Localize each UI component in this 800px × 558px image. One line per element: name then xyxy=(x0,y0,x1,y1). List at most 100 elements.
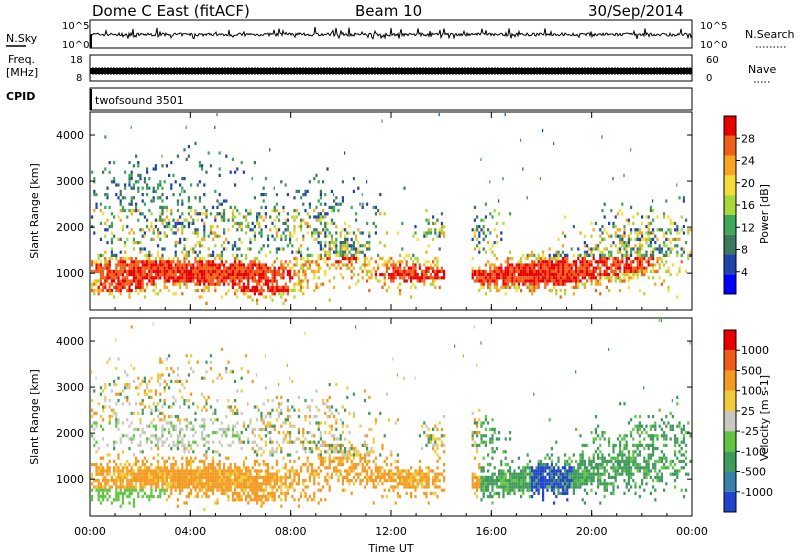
range-gate-cell xyxy=(317,440,320,444)
range-gate-cell xyxy=(423,491,426,495)
range-gate-cell xyxy=(478,241,481,245)
colorbar-swatch xyxy=(724,116,736,136)
range-gate-cell xyxy=(203,221,206,225)
range-gate-cell xyxy=(326,253,329,257)
range-gate-cell xyxy=(671,221,674,225)
range-gate-cell xyxy=(300,244,303,248)
range-gate-cell xyxy=(414,472,417,476)
range-gate-cell xyxy=(590,250,593,254)
range-gate-cell xyxy=(163,418,166,422)
range-gate-cell xyxy=(623,231,626,235)
range-gate-cell xyxy=(198,257,201,261)
range-gate-cell xyxy=(506,276,509,280)
range-gate-cell xyxy=(630,263,633,267)
range-gate-cell xyxy=(590,253,593,257)
range-gate-cell xyxy=(115,193,118,197)
range-gate-cell xyxy=(110,257,113,261)
range-gate-cell xyxy=(682,247,685,251)
range-gate-cell xyxy=(355,237,358,241)
range-gate-cell xyxy=(676,250,679,254)
range-gate-cell xyxy=(260,495,263,499)
range-gate-cell xyxy=(443,415,446,419)
range-gate-cell xyxy=(161,418,164,422)
range-gate-cell xyxy=(322,402,325,406)
range-gate-cell xyxy=(361,263,364,267)
range-gate-cell xyxy=(526,266,529,270)
range-gate-cell xyxy=(108,405,111,409)
range-gate-cell xyxy=(91,282,94,286)
range-gate-cell xyxy=(306,456,309,460)
range-gate-cell xyxy=(236,269,239,273)
range-gate-cell xyxy=(502,285,505,289)
range-gate-cell xyxy=(436,485,439,489)
range-gate-cell xyxy=(489,212,492,216)
range-gate-cell xyxy=(201,431,204,435)
range-gate-cell xyxy=(104,279,107,283)
range-gate-cell xyxy=(194,418,197,422)
range-gate-cell xyxy=(366,273,369,277)
range-gate-cell xyxy=(267,466,270,470)
range-gate-cell xyxy=(201,212,204,216)
range-gate-cell xyxy=(117,466,120,470)
range-gate-cell xyxy=(297,225,300,229)
range-gate-cell xyxy=(366,443,369,447)
range-gate-cell xyxy=(304,193,307,197)
range-gate-cell xyxy=(234,434,237,438)
range-gate-cell xyxy=(476,276,479,280)
range-gate-cell xyxy=(271,479,274,483)
range-gate-cell xyxy=(306,485,309,489)
range-gate-cell xyxy=(577,247,580,251)
range-gate-cell xyxy=(350,263,353,267)
range-gate-cell xyxy=(385,266,388,270)
range-gate-cell xyxy=(168,225,171,229)
range-gate-cell xyxy=(368,247,371,251)
range-gate-cell xyxy=(317,475,320,479)
range-gate-cell xyxy=(135,459,138,463)
range-gate-cell xyxy=(176,447,179,451)
range-gate-cell xyxy=(438,247,441,251)
range-gate-cell xyxy=(280,263,283,267)
range-gate-cell xyxy=(634,269,637,273)
beam-title: Beam 10 xyxy=(355,2,422,20)
range-gate-cell xyxy=(383,479,386,483)
range-gate-cell xyxy=(187,221,190,225)
range-gate-cell xyxy=(289,424,292,428)
range-gate-cell xyxy=(264,193,267,197)
range-gate-cell xyxy=(229,466,232,470)
range-gate-cell xyxy=(667,289,670,293)
range-gate-cell xyxy=(520,289,523,293)
range-gate-cell xyxy=(484,215,487,219)
range-gate-cell xyxy=(638,237,641,241)
range-gate-cell xyxy=(212,475,215,479)
range-gate-cell xyxy=(643,237,646,241)
range-gate-cell xyxy=(289,485,292,489)
range-gate-cell xyxy=(513,276,516,280)
range-gate-cell xyxy=(214,234,217,238)
range-gate-cell xyxy=(201,263,204,267)
range-gate-cell xyxy=(396,266,399,270)
range-gate-cell xyxy=(341,463,344,467)
range-gate-cell xyxy=(324,456,327,460)
range-gate-cell xyxy=(531,263,534,267)
range-gate-cell xyxy=(568,266,571,270)
range-gate-cell xyxy=(236,253,239,257)
range-gate-cell xyxy=(581,263,584,267)
range-gate-cell xyxy=(185,495,188,499)
range-gate-cell xyxy=(418,475,421,479)
range-gate-cell xyxy=(326,479,329,483)
range-gate-cell xyxy=(269,485,272,489)
range-gate-cell xyxy=(275,447,278,451)
range-gate-cell xyxy=(181,199,184,203)
range-gate-cell xyxy=(284,289,287,293)
range-gate-cell xyxy=(249,263,252,267)
range-gate-cell xyxy=(91,434,94,438)
range-gate-cell xyxy=(225,469,228,473)
range-gate-cell xyxy=(247,295,250,299)
range-gate-cell xyxy=(163,218,166,222)
range-gate-cell xyxy=(355,282,358,286)
range-gate-cell xyxy=(192,440,195,444)
range-gate-cell xyxy=(282,491,285,495)
range-gate-cell xyxy=(654,247,657,251)
range-gate-cell xyxy=(346,456,349,460)
range-gate-cell xyxy=(412,263,415,267)
